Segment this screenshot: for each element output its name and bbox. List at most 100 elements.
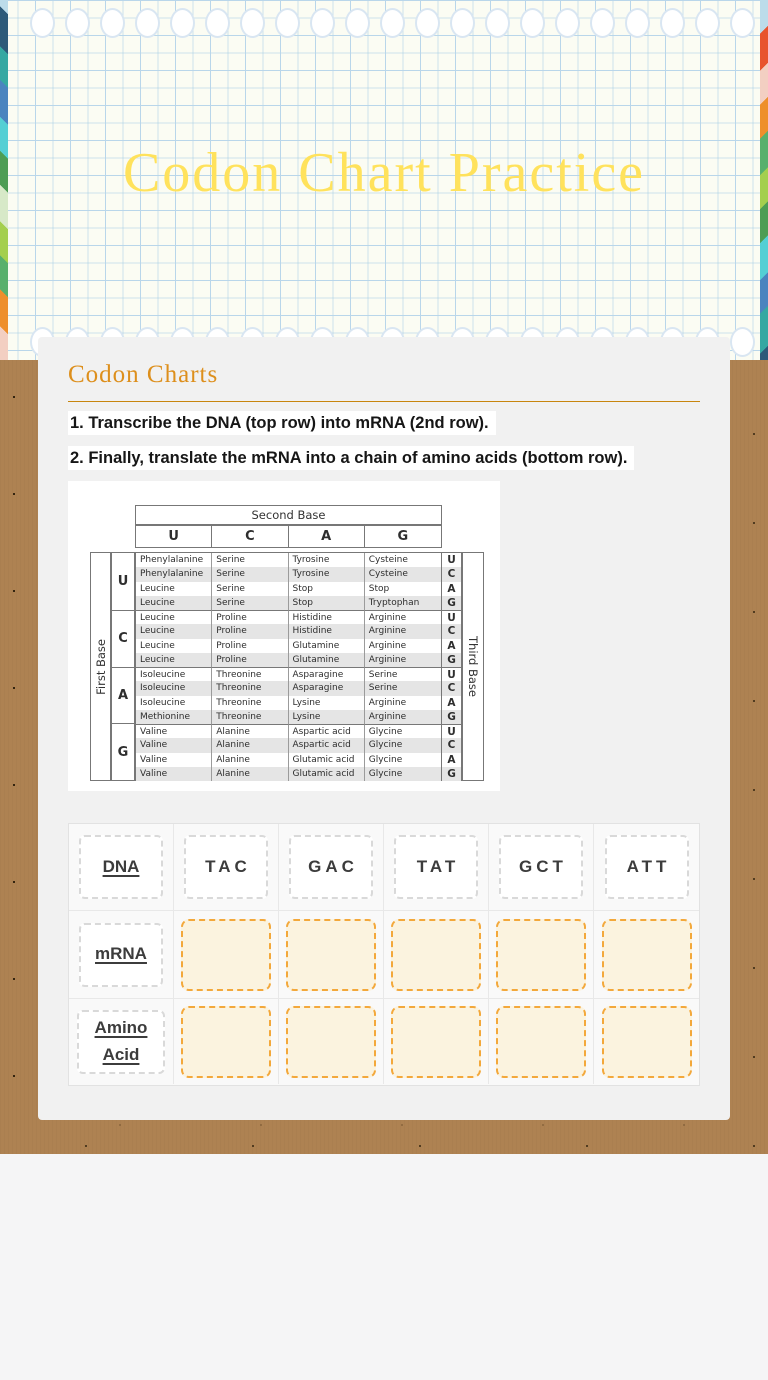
second-base-letter: U xyxy=(136,526,213,547)
mrna-answer-blank[interactable] xyxy=(496,918,586,991)
binder-hole xyxy=(65,8,90,38)
instruction-2: 2. Finally, translate the mRNA into a ch… xyxy=(68,446,635,470)
amino-acid-cell: Aspartic acid xyxy=(288,738,365,753)
amino-acid-cell: Valine xyxy=(136,766,213,781)
amino-acid-cell: Leucine xyxy=(136,581,213,596)
row-label-cell: mRNA xyxy=(69,911,174,999)
second-base-header: Second Base xyxy=(135,505,442,525)
amino-acid-cell: Leucine xyxy=(136,638,213,653)
row-label-cell: Amino Acid xyxy=(69,999,174,1084)
first-base-letter: U xyxy=(117,573,129,589)
amino-acid-cell: Methionine xyxy=(136,709,213,724)
amino-acid-cell: Stop xyxy=(368,583,390,594)
dna-codon-tile: GAC xyxy=(289,835,373,899)
amino-acid-cell: Stop xyxy=(288,595,365,610)
binder-hole xyxy=(345,8,370,38)
amino-acid-cell: Isoleucine xyxy=(136,695,213,710)
amino-acid-cell: Arginine xyxy=(368,640,407,651)
mrna-answer-cell xyxy=(174,911,279,999)
first-base-letter: A xyxy=(112,666,134,724)
dna-codon-cell: GAC xyxy=(279,824,384,911)
amino-acid-cell: Arginine xyxy=(364,652,441,667)
row-label-cell: DNA xyxy=(69,824,174,911)
binder-hole xyxy=(170,8,195,38)
dna-codon-tile: ATT xyxy=(604,835,689,899)
second-base-letter: A xyxy=(289,526,365,547)
amino-acid-cell: Alanine xyxy=(212,766,289,781)
mrna-answer-cell xyxy=(279,911,384,999)
amino-acid-cell: Phenylalanine xyxy=(136,553,213,568)
amino-acid-answer-cell xyxy=(174,999,279,1084)
mrna-answer-blank[interactable] xyxy=(391,918,481,991)
amino-acid-cell: Tryptophan xyxy=(364,595,441,610)
amino-acid-cell: Glycine xyxy=(368,754,403,765)
third-base-letter: A xyxy=(447,753,456,766)
row-label-dna: DNA xyxy=(79,835,163,899)
third-base-letter: A xyxy=(447,582,456,595)
amino-acid-answer-cell xyxy=(384,999,489,1084)
dna-codon-text: TAT xyxy=(416,857,460,876)
amino-acid-cell: Leucine xyxy=(136,624,213,639)
dna-codon-text: ATT xyxy=(626,857,671,876)
amino-acid-cell: Phenylalanine xyxy=(136,567,213,582)
amino-acid-answer-blank[interactable] xyxy=(391,1005,481,1078)
third-base-letter: C xyxy=(442,567,461,582)
instruction-1: 1. Transcribe the DNA (top row) into mRN… xyxy=(68,411,496,435)
second-base-letter: G xyxy=(397,529,409,544)
amino-acid-cell: Lysine xyxy=(288,709,365,724)
third-base-letter: U xyxy=(442,610,461,624)
amino-acid-cell: Histidine xyxy=(288,610,365,625)
amino-acid-cell: Proline xyxy=(212,624,289,639)
amino-acid-answer-blank[interactable] xyxy=(496,1005,586,1078)
amino-acid-answer-blank[interactable] xyxy=(286,1005,376,1078)
second-base-letter: C xyxy=(212,526,289,547)
mrna-answer-blank[interactable] xyxy=(601,918,692,991)
third-base-letter: A xyxy=(447,696,456,709)
amino-acid-cell: Isoleucine xyxy=(136,681,213,696)
heading-divider xyxy=(68,401,700,402)
amino-acid-cell: Alanine xyxy=(212,738,289,753)
dna-codon-cell: TAC xyxy=(174,824,279,911)
amino-acid-answer-blank[interactable] xyxy=(181,1005,271,1078)
third-base-letter: A xyxy=(447,639,456,652)
worksheet-title: Codon Chart Practice xyxy=(122,142,646,204)
binder-hole xyxy=(30,8,55,38)
third-base-letter: U xyxy=(442,724,461,738)
third-base-header: Third Base xyxy=(462,552,484,781)
row-label-text: mRNA xyxy=(95,944,147,964)
mrna-answer-blank[interactable] xyxy=(181,918,271,991)
binder-hole xyxy=(275,8,300,38)
binder-hole xyxy=(240,8,265,38)
amino-acid-cell: Lysine xyxy=(289,695,365,710)
row-label-mrna: mRNA xyxy=(79,922,163,987)
amino-acid-cell: Alanine xyxy=(212,724,289,739)
first-base-header: First Base xyxy=(90,552,111,781)
third-base-letter: C xyxy=(442,624,461,639)
binder-hole xyxy=(415,8,440,38)
binder-hole xyxy=(555,8,580,38)
binder-hole xyxy=(730,8,755,38)
amino-acid-cell: Serine xyxy=(212,581,289,596)
amino-acid-cell: Proline xyxy=(212,652,289,667)
amino-acid-cell: Leucine xyxy=(136,652,213,667)
amino-acid-cell: Threonine xyxy=(212,667,289,682)
amino-acid-cell: Glutamine xyxy=(289,638,365,653)
row-label-text: Amino Acid xyxy=(94,1018,148,1064)
amino-acid-answer-cell xyxy=(279,999,384,1084)
binder-hole xyxy=(660,8,685,38)
binder-hole-row-top xyxy=(0,8,768,38)
amino-acid-cell: Leucine xyxy=(136,610,213,625)
third-base-letter: C xyxy=(442,738,461,753)
row-label-amino-acid: Amino Acid xyxy=(77,1009,165,1074)
amino-acid-answer-blank[interactable] xyxy=(601,1005,692,1078)
binder-hole xyxy=(625,8,650,38)
amino-acid-cell: Tyrosine xyxy=(288,567,365,582)
amino-acid-cell: Arginine xyxy=(368,697,407,708)
mrna-answer-blank[interactable] xyxy=(286,918,376,991)
amino-acid-cell: Valine xyxy=(136,724,213,739)
amino-acid-cell: Proline xyxy=(212,638,289,653)
third-base-letter: G xyxy=(442,766,461,781)
